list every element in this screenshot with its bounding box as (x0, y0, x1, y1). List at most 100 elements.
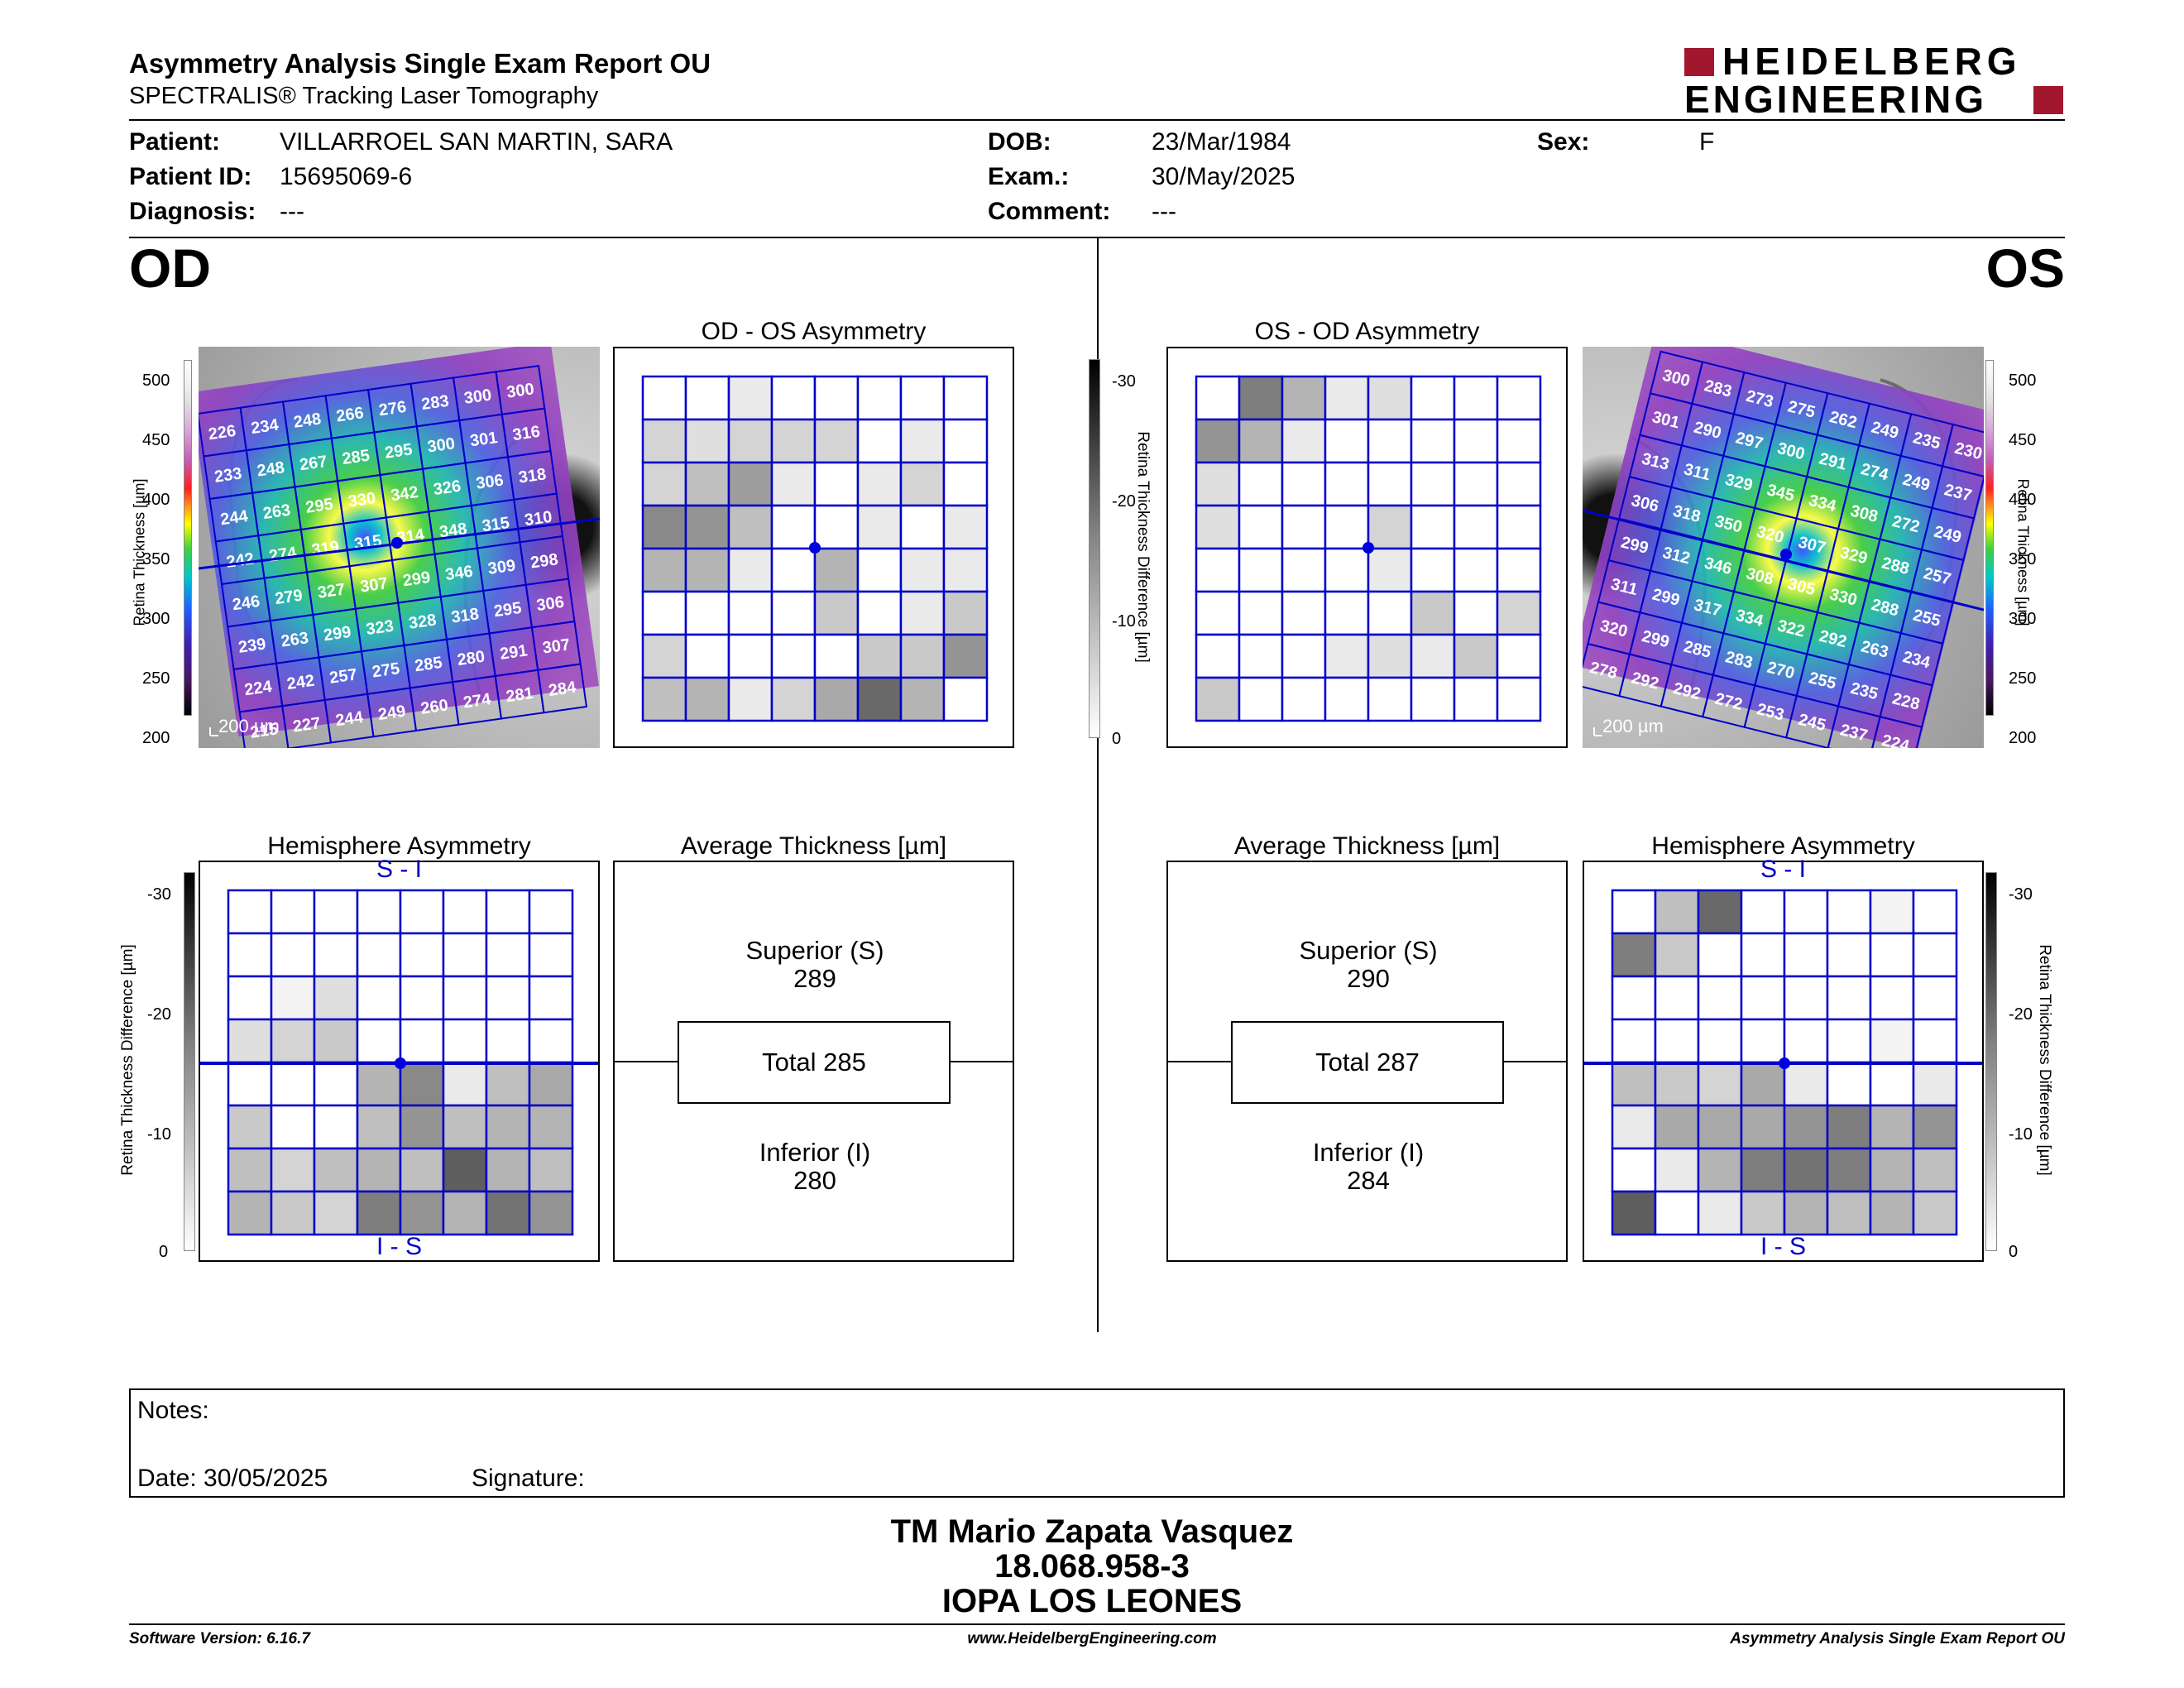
os-hemi-cell (1826, 1018, 1872, 1064)
heidelberg-logo: HEIDELBERG ENGINEERING (1684, 41, 2065, 119)
os-scale-tick-400: 400 (2009, 491, 2037, 509)
od-hemi-cell (356, 1104, 402, 1150)
os-diff-scale: -30 -20 -10 0 Retina Thickness Differenc… (1984, 869, 2067, 1266)
logo-text-heidelberg: HEIDELBERG (1722, 40, 2022, 83)
od-hemi-cell (442, 1104, 488, 1150)
od-asym-cell (813, 504, 860, 550)
patient-id: 15695069-6 (280, 163, 413, 190)
od-thickness-value: 280 (456, 648, 486, 669)
os-asym-cell (1281, 461, 1327, 507)
center-diff-scale: -30 -20 -10 0 Retina Thickness Differenc… (1080, 356, 1180, 753)
notes-label: Notes: (137, 1397, 209, 1424)
od-hemi-cell (313, 1104, 359, 1150)
od-asym-cell (641, 375, 687, 421)
od-hemi-cell (528, 1061, 574, 1107)
od-asym-cell (770, 590, 817, 636)
os-hemi-cell (1697, 975, 1743, 1021)
os-asym-cell (1195, 590, 1241, 636)
os-asym-fovea (1363, 542, 1374, 554)
od-asym-cell (899, 461, 946, 507)
os-thickness-value: 224 (1880, 731, 1912, 748)
os-asym-cell (1238, 504, 1284, 550)
os-hemi-cell (1611, 1147, 1657, 1193)
od-asym-cell (942, 461, 989, 507)
od-thickness-value: 275 (371, 659, 400, 681)
od-thickness-value: 299 (401, 568, 431, 590)
od-asym-cell (856, 375, 903, 421)
od-asym-cell (856, 547, 903, 593)
os-asym-cell (1410, 375, 1456, 421)
od-asym-cell (727, 461, 774, 507)
od-thickness-value: 274 (462, 690, 493, 712)
od-scale-tick-350: 350 (142, 550, 170, 568)
os-hemi-cell (1912, 1018, 1958, 1064)
od-hemi-cell (313, 975, 359, 1021)
od-thickness-value: 315 (353, 532, 383, 554)
os-asym-cell (1281, 633, 1327, 679)
os-fovea-marker (1780, 549, 1792, 560)
od-diff-colorbar (184, 872, 195, 1251)
os-asym-cell (1410, 590, 1456, 636)
od-asym-cell (727, 676, 774, 722)
os-asym-cell (1496, 461, 1542, 507)
od-asym-panel (613, 347, 1014, 748)
od-hemi-cell (270, 932, 316, 978)
od-asym-cell (813, 676, 860, 722)
os-hemi-cell (1654, 932, 1700, 978)
od-thickness-value: 307 (359, 574, 389, 596)
od-inferior-value: 280 (793, 1166, 836, 1195)
od-thickness-value: 300 (505, 380, 535, 401)
os-hemi-cell (1783, 1190, 1829, 1236)
od-thickness-value: 300 (462, 386, 492, 407)
od-thickness-value: 244 (334, 708, 365, 731)
os-hemi-cell (1740, 1190, 1786, 1236)
os-asym-cell (1324, 418, 1370, 464)
report-subtitle: SPECTRALIS® Tracking Laser Tomography (129, 83, 599, 109)
od-hemi-cell (227, 932, 273, 978)
od-diff-tick-10: -10 (147, 1125, 171, 1144)
os-asym-cell (1281, 375, 1327, 421)
os-asym-cell (1195, 461, 1241, 507)
comment: --- (1152, 198, 1176, 225)
report-title: Asymmetry Analysis Single Exam Report OU (129, 48, 711, 79)
notes-date: Date: 30/05/2025 (137, 1465, 328, 1492)
od-superior-value: 289 (793, 964, 836, 993)
od-thickness-value: 301 (469, 429, 499, 450)
sex: F (1699, 128, 1715, 156)
os-superior-label: Superior (S) (1299, 936, 1438, 965)
os-hemi-cell (1783, 1018, 1829, 1064)
os-hemi-cell (1740, 1018, 1786, 1064)
os-diff-tick-20: -20 (2009, 1005, 2033, 1024)
od-scale-tick-400: 400 (142, 491, 170, 509)
signer-org: IOPA LOS LEONES (941, 1583, 1243, 1619)
od-hemi-title: Hemisphere Asymmetry (267, 832, 531, 860)
os-hemi-top-label: S - I (1760, 856, 1806, 883)
os-asym-cell (1367, 590, 1413, 636)
od-scale-tick-300: 300 (142, 610, 170, 628)
os-asym-cell (1238, 633, 1284, 679)
os-diff-tick-0: 0 (2009, 1243, 2019, 1261)
od-thickness-grid: 226 234 248 266 276 283 300 300 233 248 267 285 295 3… (199, 364, 588, 748)
od-thickness-value: 257 (328, 665, 358, 687)
os-hemi-cell (1697, 889, 1743, 935)
od-asym-cell (899, 547, 946, 593)
od-asym-cell (684, 504, 730, 550)
od-hemi-cell (442, 1061, 488, 1107)
od-hemi-fovea (395, 1057, 406, 1069)
center-diff-tick-30: -30 (1112, 372, 1136, 391)
os-asym-cell (1195, 418, 1241, 464)
od-thickness-value: 298 (529, 550, 559, 572)
od-asym-cell (770, 676, 817, 722)
os-asym-cell (1453, 504, 1499, 550)
os-diff-axis-label: Retina Thickness Difference [µm] (2036, 944, 2053, 1176)
patient-label: Patient: (129, 128, 221, 156)
os-asym-cell (1367, 633, 1413, 679)
os-asym-cell (1453, 375, 1499, 421)
od-thickness-colorbar (184, 360, 192, 716)
os-asym-cell (1238, 375, 1284, 421)
od-asym-cell (899, 375, 946, 421)
os-horizontal-axis (1583, 509, 1984, 611)
od-asym-cell (899, 590, 946, 636)
od-thickness-value: 279 (274, 587, 304, 608)
